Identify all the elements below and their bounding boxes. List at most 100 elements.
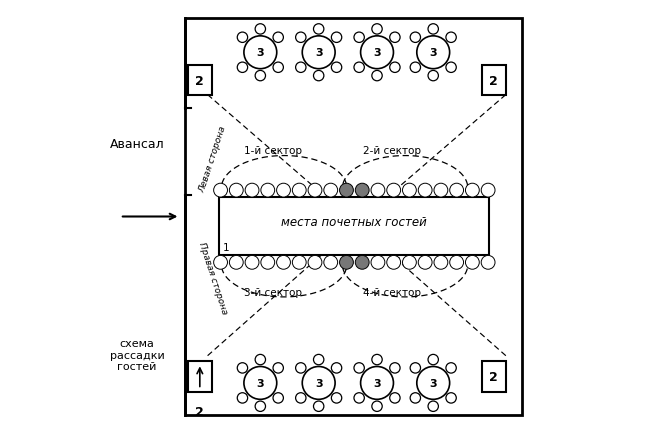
Circle shape [428,25,439,35]
Circle shape [446,393,456,403]
Circle shape [276,184,291,197]
Circle shape [296,393,306,403]
Text: 3: 3 [373,48,381,58]
Circle shape [276,256,291,270]
Circle shape [255,401,266,411]
Circle shape [255,355,266,365]
Circle shape [446,363,456,373]
Circle shape [331,63,342,73]
Bar [482,362,506,391]
Circle shape [410,393,421,403]
Circle shape [360,37,393,69]
Circle shape [372,71,382,82]
Text: Левая сторона: Левая сторона [198,125,228,193]
Circle shape [244,367,276,399]
Circle shape [340,184,353,197]
Circle shape [402,184,416,197]
Circle shape [296,63,306,73]
Circle shape [354,363,364,373]
Circle shape [417,37,450,69]
Bar [482,66,506,96]
Circle shape [371,256,385,270]
Text: 2: 2 [196,404,204,418]
Circle shape [331,393,342,403]
Circle shape [261,184,275,197]
Text: 1-й сектор: 1-й сектор [244,145,302,155]
Circle shape [331,363,342,373]
Circle shape [390,63,400,73]
Circle shape [410,33,421,43]
Circle shape [390,33,400,43]
Circle shape [390,363,400,373]
Circle shape [296,363,306,373]
Circle shape [313,355,324,365]
Circle shape [313,71,324,82]
Circle shape [481,184,495,197]
Circle shape [372,355,382,365]
Circle shape [308,256,322,270]
Text: 2: 2 [490,370,498,383]
Text: места почетных гостей: места почетных гостей [282,216,427,229]
Circle shape [371,184,385,197]
Circle shape [324,256,338,270]
Text: Правая сторона: Правая сторона [197,240,229,315]
Circle shape [372,401,382,411]
Circle shape [481,256,495,270]
Text: 3: 3 [430,48,437,58]
Text: схема
рассадки
гостей: схема рассадки гостей [110,339,165,372]
Circle shape [410,63,421,73]
Circle shape [237,393,247,403]
Text: 4-й сектор: 4-й сектор [363,287,421,297]
Circle shape [331,33,342,43]
Circle shape [296,33,306,43]
Circle shape [360,367,393,399]
Circle shape [255,25,266,35]
Circle shape [273,393,284,403]
Text: 3: 3 [315,48,322,58]
Circle shape [354,63,364,73]
Circle shape [390,393,400,403]
Circle shape [428,401,439,411]
Text: Авансал: Авансал [110,137,165,150]
Circle shape [324,184,338,197]
Circle shape [214,256,227,270]
Circle shape [340,256,353,270]
Circle shape [293,256,306,270]
Circle shape [410,363,421,373]
Circle shape [229,184,243,197]
Text: 3: 3 [430,378,437,388]
Circle shape [466,256,479,270]
Circle shape [244,37,276,69]
Circle shape [245,184,259,197]
Circle shape [214,184,227,197]
Text: 2-й сектор: 2-й сектор [363,145,421,155]
Text: 2: 2 [196,75,204,88]
Circle shape [446,63,456,73]
Text: 1: 1 [223,242,229,252]
Circle shape [428,355,439,365]
Circle shape [450,256,464,270]
Text: 3-й сектор: 3-й сектор [244,287,302,297]
Circle shape [273,33,284,43]
Text: 3: 3 [256,378,264,388]
Circle shape [355,256,369,270]
Circle shape [372,25,382,35]
Circle shape [387,184,401,197]
Circle shape [418,184,432,197]
Circle shape [308,184,322,197]
Circle shape [428,71,439,82]
Circle shape [434,184,448,197]
Bar [188,362,212,391]
Bar [219,197,490,256]
Circle shape [402,256,416,270]
Text: 3: 3 [256,48,264,58]
Circle shape [255,71,266,82]
Text: 2: 2 [490,75,498,88]
Circle shape [293,184,306,197]
Circle shape [245,256,259,270]
Circle shape [237,63,247,73]
Circle shape [313,25,324,35]
Circle shape [450,184,464,197]
Circle shape [237,363,247,373]
Circle shape [354,33,364,43]
